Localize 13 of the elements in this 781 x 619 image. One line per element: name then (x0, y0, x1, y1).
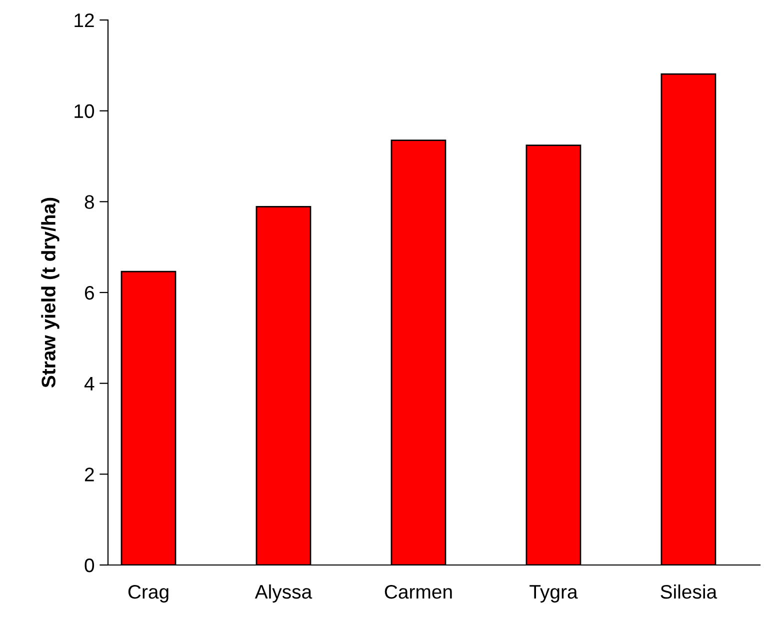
y-tick-label: 8 (84, 195, 94, 209)
y-axis-title: Straw yield (t dry/ha) (41, 198, 60, 388)
y-tick-label: 2 (84, 468, 94, 482)
x-tick-label: Carmen (384, 584, 452, 599)
x-tick-label: Alyssa (254, 584, 312, 603)
x-tick-label: Silesia (660, 584, 718, 599)
y-tick-label: 6 (84, 286, 94, 300)
y-tick-label: 0 (84, 558, 94, 572)
y-tick-label: 12 (74, 13, 94, 28)
x-tick-label: Tygra (530, 585, 578, 603)
x-tick-label: Crag (128, 584, 168, 603)
y-tick-label: 10 (74, 104, 94, 118)
y-tick-label: 4 (84, 377, 94, 390)
